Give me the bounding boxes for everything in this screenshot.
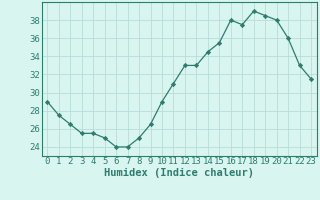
X-axis label: Humidex (Indice chaleur): Humidex (Indice chaleur)	[104, 168, 254, 178]
